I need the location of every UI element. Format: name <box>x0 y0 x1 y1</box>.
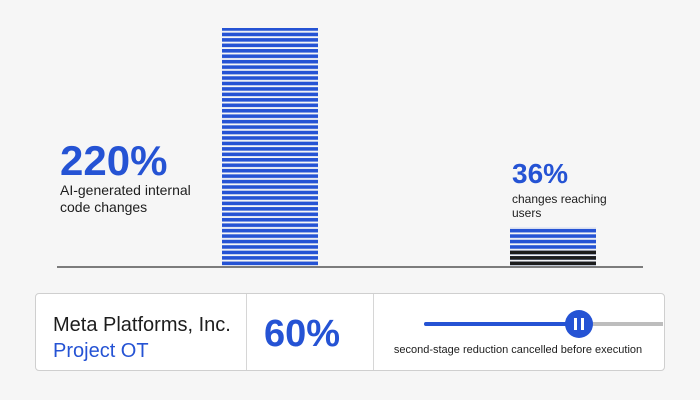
divider <box>246 294 247 370</box>
company: Meta Platforms, Inc. <box>53 314 231 336</box>
pause-icon <box>581 318 584 330</box>
bar-accent <box>510 250 596 266</box>
value-label: 220% <box>60 137 168 184</box>
project: Project OT <box>53 340 149 362</box>
caption: second-stage reduction cancelled before … <box>393 344 643 356</box>
category-label: changes reaching users <box>512 192 607 221</box>
card-value: 60% <box>264 313 341 355</box>
divider <box>373 294 374 370</box>
value-label: 36% <box>512 158 569 189</box>
pause-icon <box>574 318 577 330</box>
info-card: Meta Platforms, Inc. Project OT 60% seco… <box>35 293 665 371</box>
slider <box>424 310 663 338</box>
category-label: AI-generated internal code changes <box>60 182 191 215</box>
bar <box>222 28 318 266</box>
slider-thumb[interactable] <box>565 310 593 338</box>
chart <box>57 28 643 268</box>
